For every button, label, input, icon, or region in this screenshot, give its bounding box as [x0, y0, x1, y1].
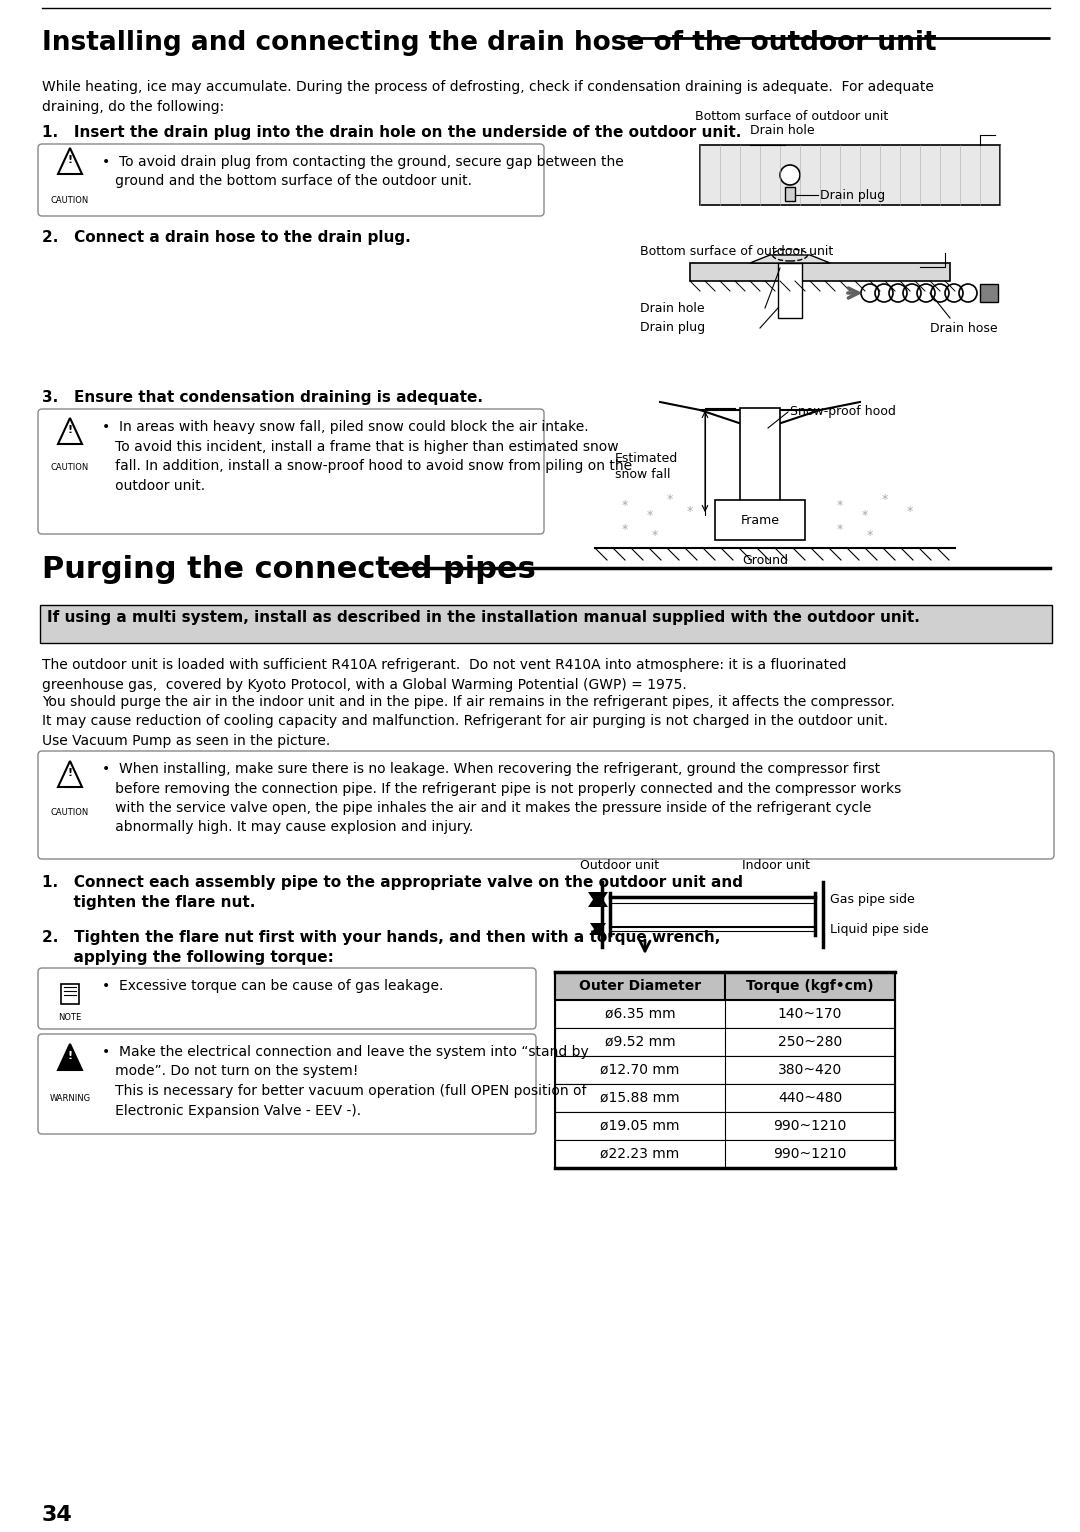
Text: •  When installing, make sure there is no leakage. When recovering the refrigera: • When installing, make sure there is no… — [102, 761, 901, 835]
Bar — [555, 1000, 895, 1028]
FancyBboxPatch shape — [38, 751, 1054, 859]
Text: *: * — [907, 506, 913, 518]
Text: WARNING: WARNING — [50, 1094, 91, 1103]
Text: tighten the flare nut.: tighten the flare nut. — [42, 895, 255, 910]
Text: •  In areas with heavy snow fall, piled snow could block the air intake.
   To a: • In areas with heavy snow fall, piled s… — [102, 420, 632, 492]
Text: 380~420: 380~420 — [778, 1063, 842, 1077]
Text: Liquid pipe side: Liquid pipe side — [831, 922, 929, 936]
Text: 250~280: 250~280 — [778, 1036, 842, 1049]
Bar — [555, 1112, 895, 1140]
Text: ø22.23 mm: ø22.23 mm — [600, 1147, 679, 1161]
Bar — [555, 1140, 895, 1167]
Text: Gas pipe side: Gas pipe side — [831, 893, 915, 907]
Text: •  Make the electrical connection and leave the system into “stand by
   mode”. : • Make the electrical connection and lea… — [102, 1045, 589, 1117]
Text: *: * — [652, 529, 658, 541]
Text: While heating, ice may accumulate. During the process of defrosting, check if co: While heating, ice may accumulate. Durin… — [42, 80, 934, 113]
Text: Drain hole: Drain hole — [640, 302, 704, 314]
Polygon shape — [588, 892, 608, 907]
Text: applying the following torque:: applying the following torque: — [42, 950, 334, 965]
Text: Indoor unit: Indoor unit — [742, 859, 810, 872]
Text: •  To avoid drain plug from contacting the ground, secure gap between the
   gro: • To avoid drain plug from contacting th… — [102, 155, 624, 188]
Text: 34: 34 — [42, 1504, 72, 1524]
Bar — [40, 605, 1052, 643]
Text: Frame: Frame — [741, 513, 780, 527]
Text: Bottom surface of outdoor unit: Bottom surface of outdoor unit — [696, 110, 888, 123]
Polygon shape — [588, 892, 608, 907]
Text: 140~170: 140~170 — [778, 1007, 842, 1020]
Text: NOTE: NOTE — [58, 1013, 82, 1022]
Bar — [980, 283, 998, 302]
Bar — [555, 1028, 895, 1056]
Text: Ground: Ground — [742, 555, 788, 567]
Text: *: * — [867, 529, 873, 541]
Text: *: * — [647, 509, 653, 521]
Text: Bottom surface of outdoor unit: Bottom surface of outdoor unit — [640, 245, 834, 257]
Polygon shape — [750, 254, 831, 264]
Polygon shape — [590, 922, 606, 935]
Text: Purging the connected pipes: Purging the connected pipes — [42, 555, 536, 584]
Text: 440~480: 440~480 — [778, 1091, 842, 1105]
Text: !: ! — [67, 768, 72, 778]
Text: ø6.35 mm: ø6.35 mm — [605, 1007, 675, 1020]
Text: Installing and connecting the drain hose of the outdoor unit: Installing and connecting the drain hose… — [42, 31, 936, 57]
Text: CAUTION: CAUTION — [51, 807, 90, 817]
Bar — [555, 971, 895, 1000]
Bar — [785, 187, 795, 201]
Text: Snow-proof hood: Snow-proof hood — [789, 404, 896, 418]
Text: 1.   Insert the drain plug into the drain hole on the underside of the outdoor u: 1. Insert the drain plug into the drain … — [42, 126, 741, 139]
FancyBboxPatch shape — [38, 968, 536, 1030]
FancyBboxPatch shape — [38, 409, 544, 535]
Text: •  Excessive torque can be cause of gas leakage.: • Excessive torque can be cause of gas l… — [102, 979, 444, 993]
Text: 2.   Tighten the flare nut first with your hands, and then with a torque wrench,: 2. Tighten the flare nut first with your… — [42, 930, 720, 945]
Text: !: ! — [67, 155, 72, 165]
Text: !: ! — [67, 1051, 72, 1062]
Text: *: * — [622, 498, 629, 512]
Bar — [60, 984, 79, 1003]
Text: *: * — [862, 509, 868, 521]
Text: Drain plug: Drain plug — [640, 322, 705, 334]
Text: Drain plug: Drain plug — [820, 188, 886, 202]
Text: 1.   Connect each assembly pipe to the appropriate valve on the outdoor unit and: 1. Connect each assembly pipe to the app… — [42, 875, 743, 890]
Text: Outer Diameter: Outer Diameter — [579, 979, 701, 993]
FancyBboxPatch shape — [38, 1034, 536, 1134]
Polygon shape — [590, 922, 606, 935]
Text: Drain hole: Drain hole — [750, 124, 814, 136]
Text: Outdoor unit: Outdoor unit — [580, 859, 659, 872]
Bar — [740, 408, 780, 519]
Text: *: * — [837, 498, 843, 512]
Bar — [555, 1056, 895, 1085]
Text: 990~1210: 990~1210 — [773, 1118, 847, 1134]
Bar — [715, 499, 805, 539]
Text: ø15.88 mm: ø15.88 mm — [600, 1091, 679, 1105]
Text: *: * — [666, 493, 673, 507]
Bar — [555, 1085, 895, 1112]
Text: !: ! — [67, 424, 72, 435]
Text: CAUTION: CAUTION — [51, 463, 90, 472]
Text: The outdoor unit is loaded with sufficient R410A refrigerant.  Do not vent R410A: The outdoor unit is loaded with sufficie… — [42, 659, 847, 691]
Text: 3.   Ensure that condensation draining is adequate.: 3. Ensure that condensation draining is … — [42, 391, 483, 404]
Text: *: * — [837, 524, 843, 536]
Text: ø19.05 mm: ø19.05 mm — [600, 1118, 679, 1134]
Text: *: * — [687, 506, 693, 518]
Polygon shape — [58, 1043, 82, 1069]
FancyBboxPatch shape — [38, 144, 544, 216]
Text: CAUTION: CAUTION — [51, 196, 90, 205]
Bar — [690, 264, 950, 280]
Text: *: * — [622, 524, 629, 536]
Text: *: * — [882, 493, 888, 507]
Text: ø12.70 mm: ø12.70 mm — [600, 1063, 679, 1077]
Text: 990~1210: 990~1210 — [773, 1147, 847, 1161]
Text: Drain hose: Drain hose — [930, 322, 998, 334]
Circle shape — [780, 165, 800, 185]
Text: 2.   Connect a drain hose to the drain plug.: 2. Connect a drain hose to the drain plu… — [42, 230, 410, 245]
Text: You should purge the air in the indoor unit and in the pipe. If air remains in t: You should purge the air in the indoor u… — [42, 696, 894, 748]
Text: snow fall: snow fall — [615, 467, 671, 481]
Text: Torque (kgf•cm): Torque (kgf•cm) — [746, 979, 874, 993]
Text: ø9.52 mm: ø9.52 mm — [605, 1036, 675, 1049]
Bar — [700, 146, 1000, 205]
Text: If using a multi system, install as described in the installation manual supplie: If using a multi system, install as desc… — [48, 610, 920, 625]
Text: Estimated: Estimated — [615, 452, 678, 466]
Bar — [778, 264, 802, 319]
